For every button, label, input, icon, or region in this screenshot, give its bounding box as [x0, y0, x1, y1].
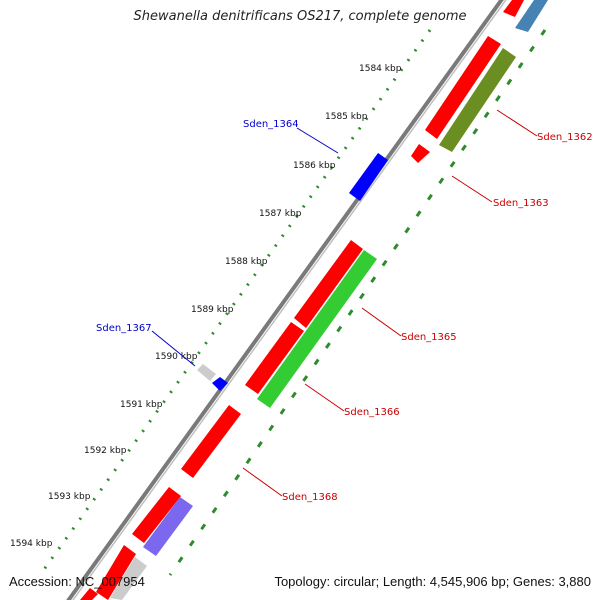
- genome-backbone-shadow: [72, 0, 507, 600]
- feature-sden-1364[interactable]: [349, 153, 388, 201]
- gene-label-sden-1365[interactable]: Sden_1365: [401, 332, 457, 343]
- leader-sden-1366: [304, 383, 345, 412]
- leader-sden-1364: [296, 127, 339, 154]
- feature-sden-1362[interactable]: [425, 36, 501, 139]
- feature-rna-top[interactable]: [515, 0, 548, 32]
- feature-sden-1365[interactable]: [294, 240, 363, 328]
- gene-label-sden-1364[interactable]: Sden_1364: [243, 119, 299, 130]
- gene-label-sden-1367[interactable]: Sden_1367: [96, 323, 152, 334]
- tick-label-1590: 1590 kbp: [155, 352, 198, 362]
- feature-sden-1367-grey[interactable]: [197, 364, 216, 381]
- feature-lower-purple[interactable]: [143, 497, 193, 556]
- feature-lower-red[interactable]: [132, 487, 181, 543]
- feature-bottom-red[interactable]: [96, 545, 136, 600]
- leader-sden-1362: [496, 109, 538, 137]
- accession-text: Accession: NC_007954: [9, 574, 145, 589]
- leader-sden-1363: [451, 175, 493, 203]
- leader-sden-1365: [361, 307, 402, 337]
- gene-label-sden-1363[interactable]: Sden_1363: [493, 198, 549, 209]
- feature-sden-1363[interactable]: [411, 144, 430, 163]
- feature-sden-1367[interactable]: [212, 377, 228, 391]
- feature-sden-1361[interactable]: [503, 0, 524, 17]
- gene-label-sden-1366[interactable]: Sden_1366: [344, 407, 400, 418]
- tick-label-1588: 1588 kbp: [225, 257, 268, 267]
- tick-label-1585: 1585 kbp: [325, 112, 368, 122]
- tick-label-1593: 1593 kbp: [48, 492, 91, 502]
- tick-label-1592: 1592 kbp: [84, 446, 127, 456]
- tick-label-1589: 1589 kbp: [191, 305, 234, 315]
- gene-label-sden-1362[interactable]: Sden_1362: [537, 132, 593, 143]
- feature-bottom-grey[interactable]: [110, 557, 147, 600]
- feature-sden-1368[interactable]: [181, 405, 241, 478]
- feature-sden-1362-rna[interactable]: [439, 48, 516, 152]
- tick-label-1591: 1591 kbp: [120, 400, 163, 410]
- leader-sden-1368: [242, 467, 283, 497]
- outer-dotted-ring: [38, 29, 432, 576]
- tick-label-1586: 1586 kbp: [293, 161, 336, 171]
- gene-label-sden-1368[interactable]: Sden_1368: [282, 492, 338, 503]
- feature-sden-1366[interactable]: [257, 250, 377, 408]
- feature-sden-1365b[interactable]: [245, 322, 304, 394]
- tick-label-1594: 1594 kbp: [10, 539, 53, 549]
- leader-sden-1367: [151, 330, 196, 367]
- genome-title: Shewanella denitrificans OS217, complete…: [133, 9, 467, 24]
- tick-label-1587: 1587 kbp: [259, 209, 302, 219]
- tick-label-1584: 1584 kbp: [359, 64, 402, 74]
- feature-bottom-red2[interactable]: [80, 588, 98, 600]
- genome-backbone: [66, 0, 504, 600]
- summary-text: Topology: circular; Length: 4,545,906 bp…: [274, 574, 591, 589]
